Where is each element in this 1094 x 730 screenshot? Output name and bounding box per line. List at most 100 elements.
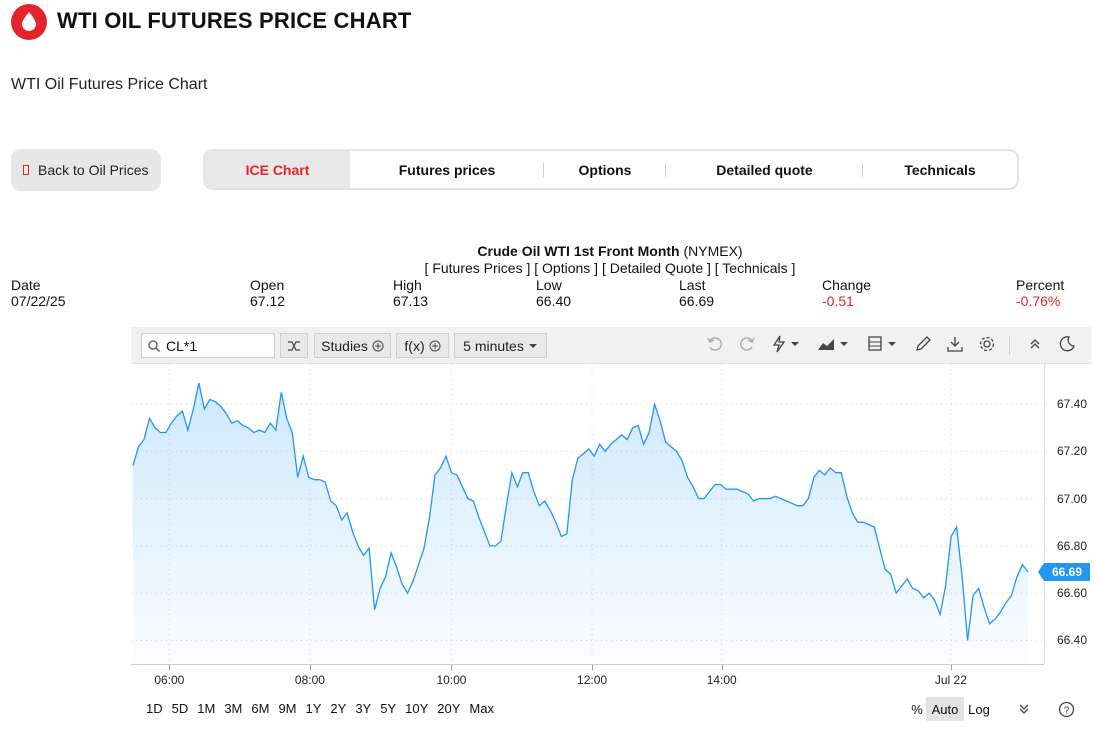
y-tick-label: 67.20 — [1057, 444, 1088, 459]
tab-ice-chart[interactable]: ICE Chart — [205, 151, 350, 188]
oil-drop-logo — [11, 4, 47, 40]
instrument-links[interactable]: [ Futures Prices ] [ Options ] [ Detaile… — [424, 260, 796, 276]
stat-value: 67.13 — [393, 293, 429, 309]
stat-change: Change -0.51 — [822, 277, 871, 309]
undo-icon[interactable] — [706, 335, 724, 353]
range-10y[interactable]: 10Y — [405, 701, 429, 716]
log-scale-button[interactable]: Log — [968, 701, 990, 717]
add-circle-icon — [372, 340, 384, 351]
stat-value: -0.51 — [822, 293, 854, 309]
auto-scale-button[interactable]: Auto — [926, 697, 964, 721]
back-icon — [23, 165, 29, 175]
price-axis: 67.40 67.20 67.00 66.80 66.60 66.40 — [1044, 364, 1094, 664]
symbol-search-input[interactable]: CL*1 — [141, 333, 275, 358]
studies-label: Studies — [321, 337, 368, 354]
stat-label: Percent — [1016, 277, 1065, 293]
x-tick-label: 10:00 — [436, 665, 467, 687]
drop-icon — [22, 12, 36, 31]
y-tick-label: 67.00 — [1057, 491, 1088, 506]
x-tick-label: 14:00 — [706, 665, 737, 687]
range-selector: 1D 5D 1M 3M 6M 9M 1Y 2Y 3Y 5Y 10Y 20Y Max — [146, 701, 503, 716]
exchange-name: (NYMEX) — [679, 243, 743, 259]
stat-label: Last — [679, 277, 706, 293]
stat-label: Open — [250, 277, 285, 293]
stat-value: 07/22/25 — [11, 293, 66, 309]
page-subtitle: WTI Oil Futures Price Chart — [11, 76, 208, 93]
stat-last: Last 66.69 — [679, 277, 714, 309]
range-5d[interactable]: 5D — [171, 701, 189, 716]
range-2y[interactable]: 2Y — [330, 701, 347, 716]
tab-label: Technicals — [904, 161, 976, 178]
add-circle-icon — [429, 340, 441, 351]
settings-icon[interactable] — [978, 335, 996, 353]
shuffle-icon — [288, 340, 300, 351]
percent-scale-button[interactable]: % — [911, 701, 923, 717]
interval-select[interactable]: 5 minutes — [454, 333, 547, 358]
range-20y[interactable]: 20Y — [437, 701, 461, 716]
y-tick-label: 66.40 — [1057, 633, 1088, 648]
layout-icon[interactable] — [867, 335, 899, 353]
compare-button[interactable] — [280, 333, 308, 358]
stat-open: Open 67.12 — [250, 277, 285, 309]
symbol-value: CL*1 — [166, 337, 198, 354]
redo-icon[interactable] — [738, 335, 756, 353]
stat-low: Low 66.40 — [536, 277, 571, 309]
stat-label: High — [393, 277, 422, 293]
pencil-icon[interactable] — [914, 335, 932, 353]
x-tick-label: 12:00 — [577, 665, 608, 687]
chart-toolbar: CL*1 Studies f(x) 5 minutes — [131, 327, 1091, 364]
tab-label: Futures prices — [398, 161, 496, 178]
range-3y[interactable]: 3Y — [355, 701, 372, 716]
price-area — [133, 382, 1028, 664]
back-to-oil-prices-button[interactable]: Back to Oil Prices — [11, 149, 161, 191]
studies-button[interactable]: Studies — [314, 333, 391, 358]
stat-label: Low — [536, 277, 562, 293]
tab-options[interactable]: Options — [544, 151, 666, 188]
range-1m[interactable]: 1M — [197, 701, 216, 716]
tab-label: Detailed quote — [716, 161, 813, 178]
range-5y[interactable]: 5Y — [380, 701, 397, 716]
tab-futures-prices[interactable]: Futures prices — [350, 151, 544, 188]
interval-label: 5 minutes — [463, 337, 524, 354]
instrument-title: Crude Oil WTI 1st Front Month (NYMEX) — [0, 243, 1094, 259]
range-6m[interactable]: 6M — [251, 701, 270, 716]
stat-value: 67.12 — [250, 293, 286, 309]
toolbar-divider — [1009, 336, 1010, 355]
stat-value: 66.40 — [536, 293, 572, 309]
stat-date: Date 07/22/25 — [11, 277, 66, 309]
x-tick-label: 08:00 — [294, 665, 325, 687]
stat-label: Change — [822, 277, 872, 293]
chevrons-down-icon[interactable] — [1017, 702, 1031, 716]
lightning-icon[interactable] — [771, 335, 801, 353]
tab-technicals[interactable]: Technicals — [863, 151, 1017, 188]
price-chart[interactable] — [131, 364, 1044, 664]
tab-label: ICE Chart — [245, 161, 310, 178]
y-tick-label: 67.40 — [1057, 397, 1088, 412]
range-max[interactable]: Max — [469, 701, 494, 716]
chart-type-icon[interactable] — [817, 335, 851, 353]
function-button[interactable]: f(x) — [396, 333, 449, 358]
stat-value: 66.69 — [679, 293, 715, 309]
range-1y[interactable]: 1Y — [305, 701, 322, 716]
stat-label: Date — [11, 277, 41, 293]
stat-high: High 67.13 — [393, 277, 428, 309]
range-9m[interactable]: 9M — [278, 701, 297, 716]
tab-detailed-quote[interactable]: Detailed quote — [666, 151, 863, 188]
range-3m[interactable]: 3M — [224, 701, 243, 716]
help-icon[interactable]: ? — [1058, 701, 1075, 718]
caret-down-icon — [528, 343, 537, 348]
download-icon[interactable] — [946, 335, 964, 353]
range-1d[interactable]: 1D — [146, 701, 163, 716]
collapse-icon[interactable] — [1026, 335, 1044, 353]
time-axis: 06:00 08:00 10:00 12:00 14:00 Jul 22 — [131, 664, 1044, 693]
back-button-label: Back to Oil Prices — [38, 162, 149, 178]
x-tick-label: 06:00 — [154, 665, 185, 687]
dark-mode-icon[interactable] — [1058, 335, 1076, 353]
y-tick-label: 66.80 — [1057, 538, 1088, 553]
instrument-name: Crude Oil WTI 1st Front Month — [477, 243, 680, 259]
stat-percent: Percent -0.76% — [1016, 277, 1064, 309]
stat-value: -0.76% — [1016, 293, 1061, 309]
page-title: WTI OIL FUTURES PRICE CHART — [57, 8, 412, 33]
chart-tabs: ICE Chart Futures prices Options Detaile… — [203, 149, 1019, 190]
svg-text:?: ? — [1064, 706, 1070, 717]
